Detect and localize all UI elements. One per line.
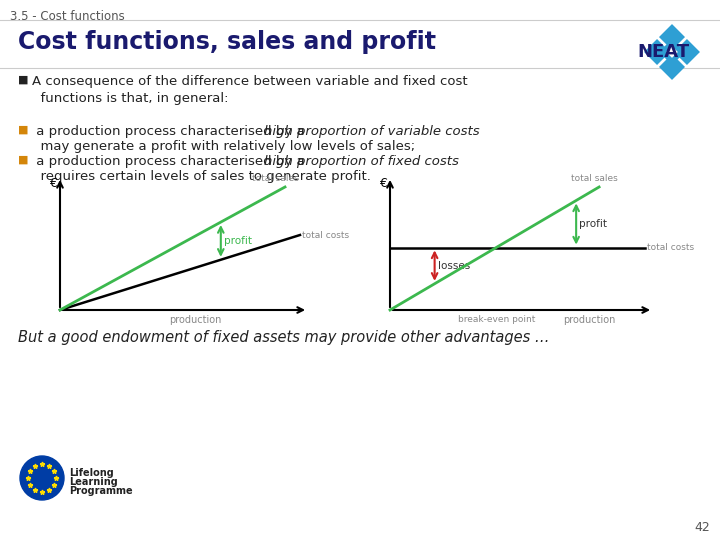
Circle shape [20,456,64,500]
Polygon shape [659,24,685,50]
Text: high proportion of variable costs: high proportion of variable costs [264,125,480,138]
Text: NEAT: NEAT [637,43,689,61]
Text: production: production [563,315,615,325]
Text: Programme: Programme [69,486,132,496]
Text: production: production [168,315,221,325]
Text: losses: losses [438,261,470,271]
Text: a production process characterised by a: a production process characterised by a [32,125,309,138]
Text: 3.5 - Cost functions: 3.5 - Cost functions [10,10,125,23]
Text: A consequence of the difference between variable and fixed cost
  functions is t: A consequence of the difference between … [32,75,467,105]
Polygon shape [659,39,685,65]
Text: high proportion of fixed costs: high proportion of fixed costs [264,155,459,168]
Polygon shape [674,39,700,65]
Text: requires certain levels of sales to generate profit.: requires certain levels of sales to gene… [32,170,371,183]
Text: total sales: total sales [571,174,618,183]
Text: break-even point: break-even point [458,315,535,324]
Text: a production process characterised by a: a production process characterised by a [32,155,309,168]
Polygon shape [644,39,670,65]
Text: €: € [379,177,387,190]
Text: profit: profit [224,236,252,246]
Text: may generate a profit with relatively low levels of sales;: may generate a profit with relatively lo… [32,140,415,153]
Text: Lifelong: Lifelong [69,468,114,478]
Text: total costs: total costs [302,231,349,240]
Polygon shape [666,46,678,58]
Text: ■: ■ [18,125,29,135]
Text: 42: 42 [694,521,710,534]
Text: ■: ■ [18,75,29,85]
Polygon shape [659,54,685,80]
Text: Learning: Learning [69,477,118,487]
Text: ■: ■ [18,155,29,165]
Text: But a good endowment of fixed assets may provide other advantages …: But a good endowment of fixed assets may… [18,330,549,345]
Text: total costs: total costs [647,243,694,252]
Text: total sales: total sales [251,174,298,183]
Text: Cost functions, sales and profit: Cost functions, sales and profit [18,30,436,54]
Text: profit: profit [579,219,607,229]
Text: €: € [49,177,57,190]
